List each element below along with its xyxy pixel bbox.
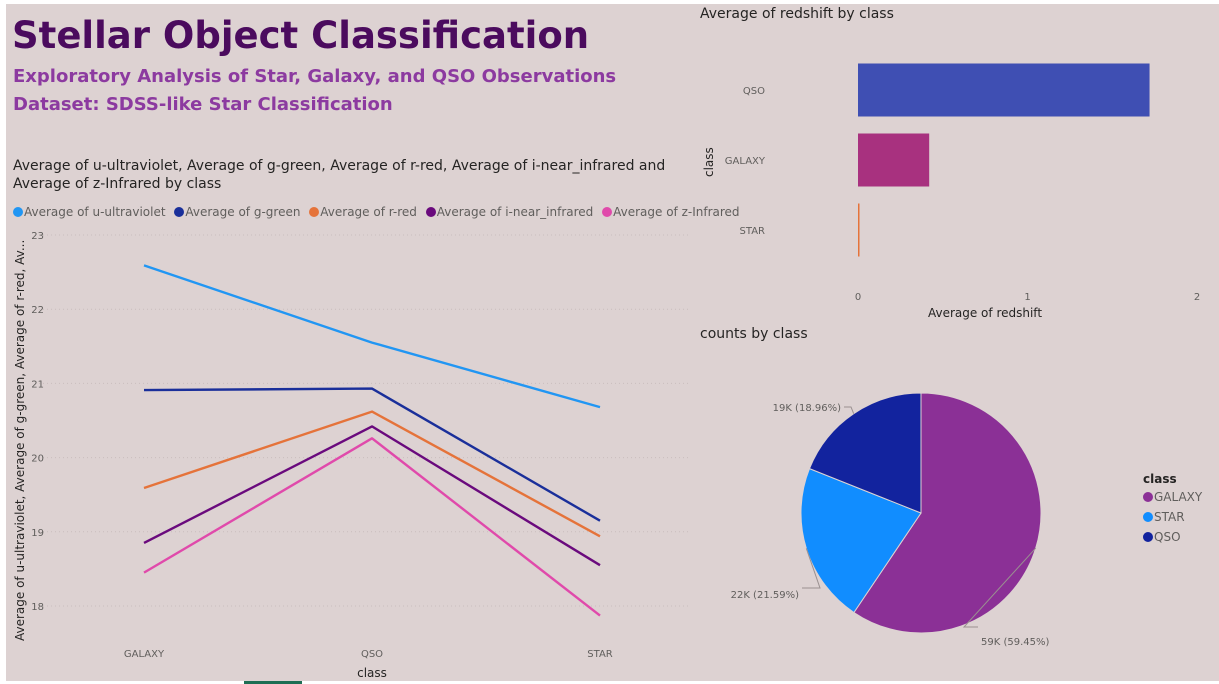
legend-marker (1143, 512, 1153, 522)
y-tick-label: 19 (31, 528, 44, 539)
legend-marker (1143, 492, 1153, 502)
legend-label: Average of g-green (185, 205, 301, 219)
x-tick-label: STAR (587, 649, 613, 660)
legend-label: GALAXY (1154, 490, 1203, 504)
bar-qso (858, 63, 1150, 117)
legend-label: Average of i-near_infrared (436, 205, 594, 219)
pie-legend-item-galaxy[interactable]: GALAXY (1143, 490, 1202, 504)
series-line-r-red (143, 410, 601, 538)
bar-category-label: GALAXY (725, 156, 766, 167)
series-line-u-ultraviolet (143, 264, 601, 409)
dataset-label: Dataset: SDSS-like Star Classification (13, 94, 393, 115)
bar-category-label: QSO (743, 86, 765, 97)
legend-marker (174, 207, 185, 217)
pie-legend-item-star[interactable]: STAR (1143, 510, 1202, 524)
y-tick-label: 23 (31, 231, 44, 242)
window-top-border (0, 0, 1219, 4)
legend-label: Average of r-red (320, 205, 417, 219)
window-left-border (0, 0, 6, 684)
bar-y-axis-title: class (702, 147, 716, 177)
bar-galaxy (858, 133, 930, 187)
legend-marker (602, 207, 613, 217)
legend-item-g-green[interactable]: Average of g-green (174, 205, 300, 219)
legend-label: Average of z-Infrared (613, 205, 740, 219)
pie-leader-line (844, 406, 855, 414)
pie-chart-title: counts by class (700, 326, 808, 342)
bar-x-axis-title: Average of redshift (928, 306, 1042, 320)
pie-data-label: 59K (59.45%) (981, 637, 1049, 648)
pie-chart-legend[interactable]: class GALAXY STAR QSO (1143, 472, 1202, 550)
legend-marker (425, 207, 436, 217)
legend-item-i-near-infrared[interactable]: Average of i-near_infrared (425, 205, 594, 219)
pie-legend-item-qso[interactable]: QSO (1143, 530, 1202, 544)
pie-leader-line (962, 547, 1037, 628)
bar-x-tick-label: 1 (1024, 292, 1030, 303)
bar-star (858, 203, 860, 257)
y-tick-label: 18 (31, 602, 44, 613)
y-tick-label: 22 (31, 305, 44, 316)
bar-x-tick-label: 2 (1194, 292, 1200, 303)
bar-category-label: STAR (740, 226, 766, 237)
series-line-g-green (143, 387, 601, 522)
y-tick-label: 21 (31, 379, 44, 390)
legend-marker (13, 207, 23, 217)
legend-label: STAR (1154, 510, 1185, 524)
pie-leader-line (802, 548, 821, 589)
pie-data-label: 22K (21.59%) (731, 590, 799, 601)
x-axis-title: class (357, 666, 387, 680)
legend-marker (309, 207, 320, 217)
pie-legend-title: class (1143, 472, 1177, 486)
x-tick-label: GALAXY (124, 649, 165, 660)
series-line-i-near-infrared (143, 425, 601, 567)
legend-item-z-infrared[interactable]: Average of z-Infrared (602, 205, 740, 219)
legend-label: Average of u-ultraviolet (24, 205, 166, 219)
x-tick-label: QSO (361, 649, 383, 660)
legend-item-u-ultraviolet[interactable]: Average of u-ultraviolet (13, 205, 166, 219)
y-axis-title: Average of u-ultraviolet, Average of g-g… (13, 240, 27, 641)
series-line-z-infrared (143, 437, 601, 617)
active-page-tab-indicator[interactable] (244, 681, 302, 684)
bar-x-tick-label: 0 (855, 292, 861, 303)
window-bottom-border (0, 681, 1219, 684)
page-title: Stellar Object Classification (12, 14, 590, 57)
line-chart-title: Average of u-ultraviolet, Average of g-g… (13, 158, 666, 192)
page-subtitle: Exploratory Analysis of Star, Galaxy, an… (13, 66, 617, 87)
y-tick-label: 20 (31, 454, 44, 465)
line-chart-legend[interactable]: Average of u-ultraviolet Average of g-gr… (13, 205, 745, 219)
legend-item-r-red[interactable]: Average of r-red (309, 205, 417, 219)
bar-chart-title: Average of redshift by class (700, 6, 894, 22)
legend-marker (1143, 532, 1153, 542)
legend-label: QSO (1154, 530, 1181, 544)
pie-data-label: 19K (18.96%) (773, 403, 841, 414)
